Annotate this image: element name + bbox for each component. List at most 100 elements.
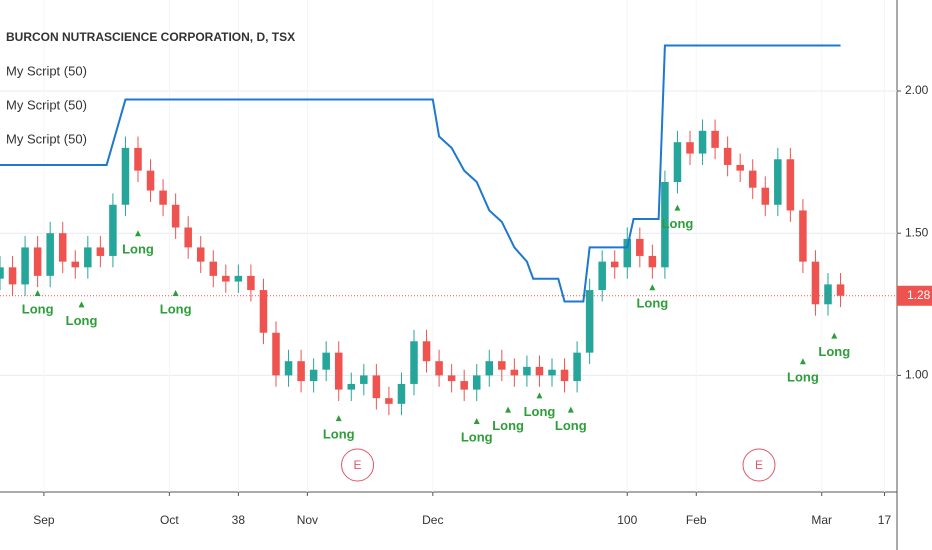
candle-body [548, 369, 556, 376]
signal-label: Long [492, 418, 524, 433]
candle-body [146, 170, 155, 191]
candle-body [774, 159, 782, 205]
signal-label: Long [66, 313, 98, 328]
y-tick-label: 1.00 [905, 368, 929, 382]
candle-body [535, 366, 544, 376]
candle-body [347, 383, 356, 390]
x-tick-label: Mar [811, 513, 832, 527]
candle-body [234, 275, 243, 282]
candle-body [711, 130, 719, 148]
signal-label: Long [555, 418, 587, 433]
candle-body [422, 341, 431, 362]
x-tick-label: Oct [160, 513, 179, 527]
candle-body [171, 204, 180, 228]
candle-body [84, 247, 92, 268]
candle-body [460, 381, 468, 390]
chart-title: BURCON NUTRASCIENCE CORPORATION, D, TSX [6, 30, 295, 44]
candle-body [723, 147, 732, 165]
candle-body [623, 238, 632, 268]
indicator-line [0, 44, 841, 303]
signal-arrow [34, 289, 41, 296]
earnings-marker [742, 448, 776, 482]
signal-label: Long [662, 216, 694, 231]
candle-body [686, 142, 694, 154]
candle-body [836, 284, 845, 296]
signal-label: Long [122, 242, 154, 257]
signal-arrow [172, 289, 179, 296]
candle-body [159, 190, 167, 205]
candle-body [222, 275, 230, 282]
signal-arrow [831, 332, 838, 339]
signal-arrow [674, 204, 681, 211]
candle-body [698, 130, 707, 154]
candle-body [648, 255, 657, 268]
earnings-marker [341, 448, 375, 482]
candle-body [46, 233, 54, 276]
candle-body [510, 369, 519, 376]
signal-arrow [567, 406, 574, 413]
candle-body [610, 261, 619, 268]
candle-body [272, 332, 280, 376]
candle-body [748, 170, 757, 188]
candle-body [761, 187, 770, 205]
signal-arrow [649, 284, 656, 291]
candle-body [447, 375, 456, 382]
candle-body [334, 352, 343, 390]
earnings-label: E [755, 458, 763, 472]
signal-arrow [135, 230, 141, 237]
candle-body [372, 375, 381, 399]
y-tick-label: 1.50 [905, 225, 929, 239]
candle-body [184, 227, 192, 248]
candle-body [121, 147, 130, 205]
candle-body [811, 261, 820, 305]
signal-arrow [536, 392, 543, 399]
candle-body [385, 398, 393, 404]
candle-body [297, 361, 305, 382]
signal-arrow [505, 406, 512, 413]
earnings-label: E [354, 458, 362, 472]
candle-body [33, 247, 42, 276]
x-tick-label: 100 [617, 513, 637, 527]
signal-arrow [473, 417, 480, 424]
legend-entry: My Script (50) [6, 97, 87, 112]
signal-arrow [78, 301, 85, 308]
signal-label: Long [818, 344, 850, 359]
candle-body [573, 352, 581, 382]
candle-body [824, 284, 832, 305]
candle-body [673, 142, 682, 183]
last-price-box [897, 285, 932, 306]
legend-entry: My Script (50) [6, 63, 87, 78]
candle-body [410, 341, 418, 384]
x-tick-label: 17 [878, 513, 892, 527]
candle-body [523, 366, 531, 376]
candle-body [498, 361, 506, 370]
x-tick-label: Dec [422, 513, 443, 527]
candle-body [134, 147, 142, 171]
signal-arrow [799, 358, 806, 365]
candle-body [397, 383, 406, 404]
x-tick-label: Sep [33, 513, 55, 527]
candle-body [259, 290, 268, 333]
signal-label: Long [787, 370, 819, 385]
signal-arrow [335, 415, 342, 422]
candle-body [58, 233, 67, 262]
candle-body [8, 267, 17, 285]
signal-label: Long [323, 427, 355, 442]
x-tick-label: Nov [297, 513, 318, 527]
candle-body [661, 182, 669, 268]
candle-body [435, 361, 443, 376]
candle-body [309, 369, 318, 382]
signal-label: Long [524, 404, 556, 419]
candle-body [322, 352, 330, 370]
candle-body [560, 369, 569, 382]
candle-body [799, 210, 807, 262]
signal-label: Long [636, 296, 668, 311]
signal-label: Long [22, 301, 54, 316]
candle-body [472, 375, 481, 390]
candle-body [196, 247, 205, 262]
y-tick-label: 2.00 [905, 83, 929, 97]
candle-body [786, 159, 795, 211]
